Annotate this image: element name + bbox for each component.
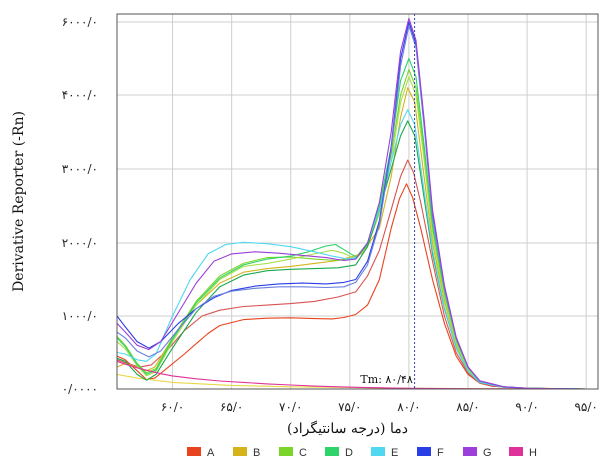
x-tick-label: ۸۵/۰ bbox=[456, 400, 479, 414]
legend-label-b: B bbox=[253, 447, 260, 459]
series-line-a bbox=[116, 183, 587, 390]
legend-swatch-g bbox=[463, 447, 477, 456]
series-line-b bbox=[116, 87, 587, 390]
legend-swatch-e bbox=[371, 447, 385, 456]
series-lines bbox=[116, 17, 587, 390]
legend-swatch-a bbox=[187, 447, 201, 456]
series-line-a bbox=[116, 159, 587, 390]
legend-swatch-b bbox=[233, 447, 247, 456]
x-tick-label: ۹۵/۰ bbox=[574, 400, 597, 414]
y-tick-label: ۴۰۰۰/۰ bbox=[62, 88, 98, 102]
series-line-c bbox=[116, 76, 587, 390]
series-line-h bbox=[116, 360, 587, 390]
y-tick-label: ۲۰۰۰/۰ bbox=[62, 236, 98, 250]
series-line-d bbox=[116, 57, 587, 390]
series-line-f bbox=[116, 21, 587, 390]
legend-swatch-c bbox=[279, 447, 293, 456]
x-tick-label: ۶۰/۰ bbox=[161, 400, 184, 414]
legend-label-c: C bbox=[299, 447, 307, 459]
legend: A B C D E F G H bbox=[187, 447, 537, 459]
series-line-e bbox=[116, 109, 587, 390]
y-tick-label: ۶۰۰۰/۰ bbox=[62, 15, 98, 29]
legend-label-f: F bbox=[437, 447, 444, 459]
series-line-c bbox=[116, 68, 587, 390]
y-tick-label: ۰/۰۰۰۰ bbox=[62, 382, 98, 396]
x-tick-label: ۶۵/۰ bbox=[220, 400, 243, 414]
legend-label-a: A bbox=[207, 447, 215, 459]
x-tick-label: ۷۵/۰ bbox=[338, 400, 361, 414]
y-tick-label: ۳۰۰۰/۰ bbox=[62, 162, 98, 176]
y-tick-label: ۱۰۰۰/۰ bbox=[62, 309, 98, 323]
x-tick-labels: ۶۰/۰ ۶۵/۰ ۷۰/۰ ۷۵/۰ ۸۰/۰ ۸۵/۰ ۹۰/۰ ۹۵/۰ bbox=[161, 400, 598, 414]
legend-label-d: D bbox=[345, 447, 353, 459]
tm-marker: Tm: ۸۰/۴۸ bbox=[360, 14, 416, 389]
legend-label-e: E bbox=[391, 447, 398, 459]
grid-lines bbox=[117, 14, 598, 390]
x-axis-title: دما (درجه سانتیگراد) bbox=[287, 420, 408, 437]
x-tick-label: ۸۰/۰ bbox=[397, 400, 420, 414]
y-tick-labels: ۰/۰۰۰۰ ۱۰۰۰/۰ ۲۰۰۰/۰ ۳۰۰۰/۰ ۴۰۰۰/۰ ۶۰۰۰/۰ bbox=[62, 15, 98, 396]
legend-swatch-d bbox=[325, 447, 339, 456]
x-tick-label: ۹۰/۰ bbox=[515, 400, 538, 414]
plot-frame bbox=[116, 13, 599, 390]
x-tick-label: ۷۰/۰ bbox=[279, 400, 302, 414]
y-axis-title: Derivative Reporter (-Rn) bbox=[11, 111, 27, 292]
series-line-f bbox=[116, 25, 587, 390]
tm-label: Tm: ۸۰/۴۸ bbox=[360, 373, 412, 386]
legend-label-g: G bbox=[483, 447, 492, 459]
legend-swatch-h bbox=[509, 447, 523, 456]
legend-label-h: H bbox=[529, 447, 537, 459]
series-line-g bbox=[116, 17, 587, 390]
legend-swatch-f bbox=[417, 447, 431, 456]
